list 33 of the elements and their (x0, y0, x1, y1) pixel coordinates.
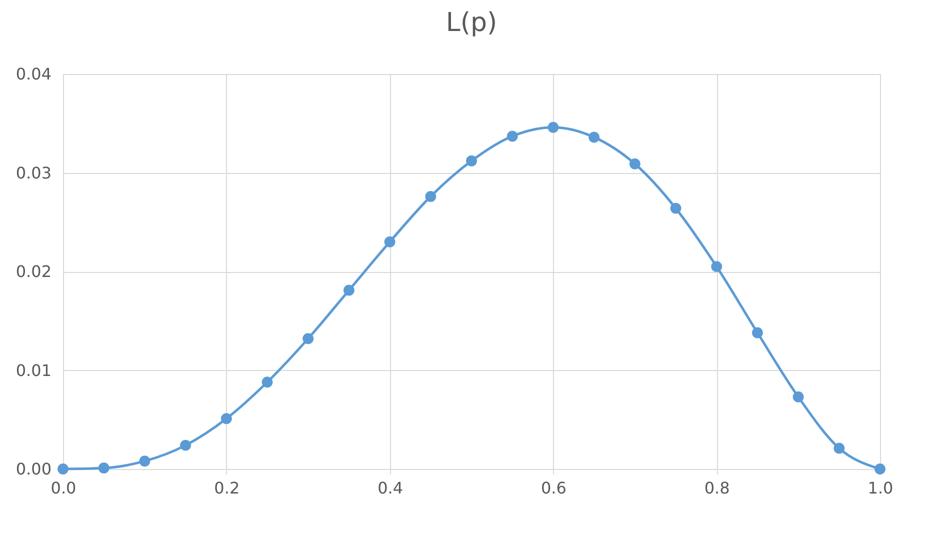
y-tick-label: 0.02 (16, 262, 52, 281)
y-tick-label: 0.04 (16, 64, 52, 84)
y-tick-label: 0.03 (16, 163, 52, 182)
point (98, 462, 110, 474)
point (629, 158, 640, 170)
point (262, 376, 273, 388)
point (220, 413, 232, 424)
point (139, 456, 150, 467)
point (343, 284, 354, 296)
point (670, 202, 682, 214)
point (180, 440, 192, 451)
point (874, 464, 886, 474)
point (752, 327, 763, 338)
point (58, 464, 68, 474)
point (466, 155, 477, 166)
x-tick-label: 1.0 (868, 478, 894, 498)
x-tick-label: 0.0 (50, 478, 76, 498)
x-tick-label: 0.6 (540, 478, 566, 498)
point (302, 333, 314, 344)
point (711, 261, 722, 272)
x-tick-label: 0.8 (704, 478, 730, 498)
y-tick-label: 0.01 (16, 360, 52, 380)
point (506, 130, 518, 142)
point (548, 122, 559, 133)
point (425, 190, 436, 202)
y-tick-label: 0.00 (16, 460, 52, 478)
point (384, 236, 396, 248)
point (792, 391, 804, 402)
chart-title: L(p) (446, 8, 498, 38)
x-tick-label: 0.4 (378, 478, 404, 498)
x-tick-label: 0.2 (214, 478, 240, 498)
point (588, 132, 600, 143)
point (834, 442, 845, 454)
